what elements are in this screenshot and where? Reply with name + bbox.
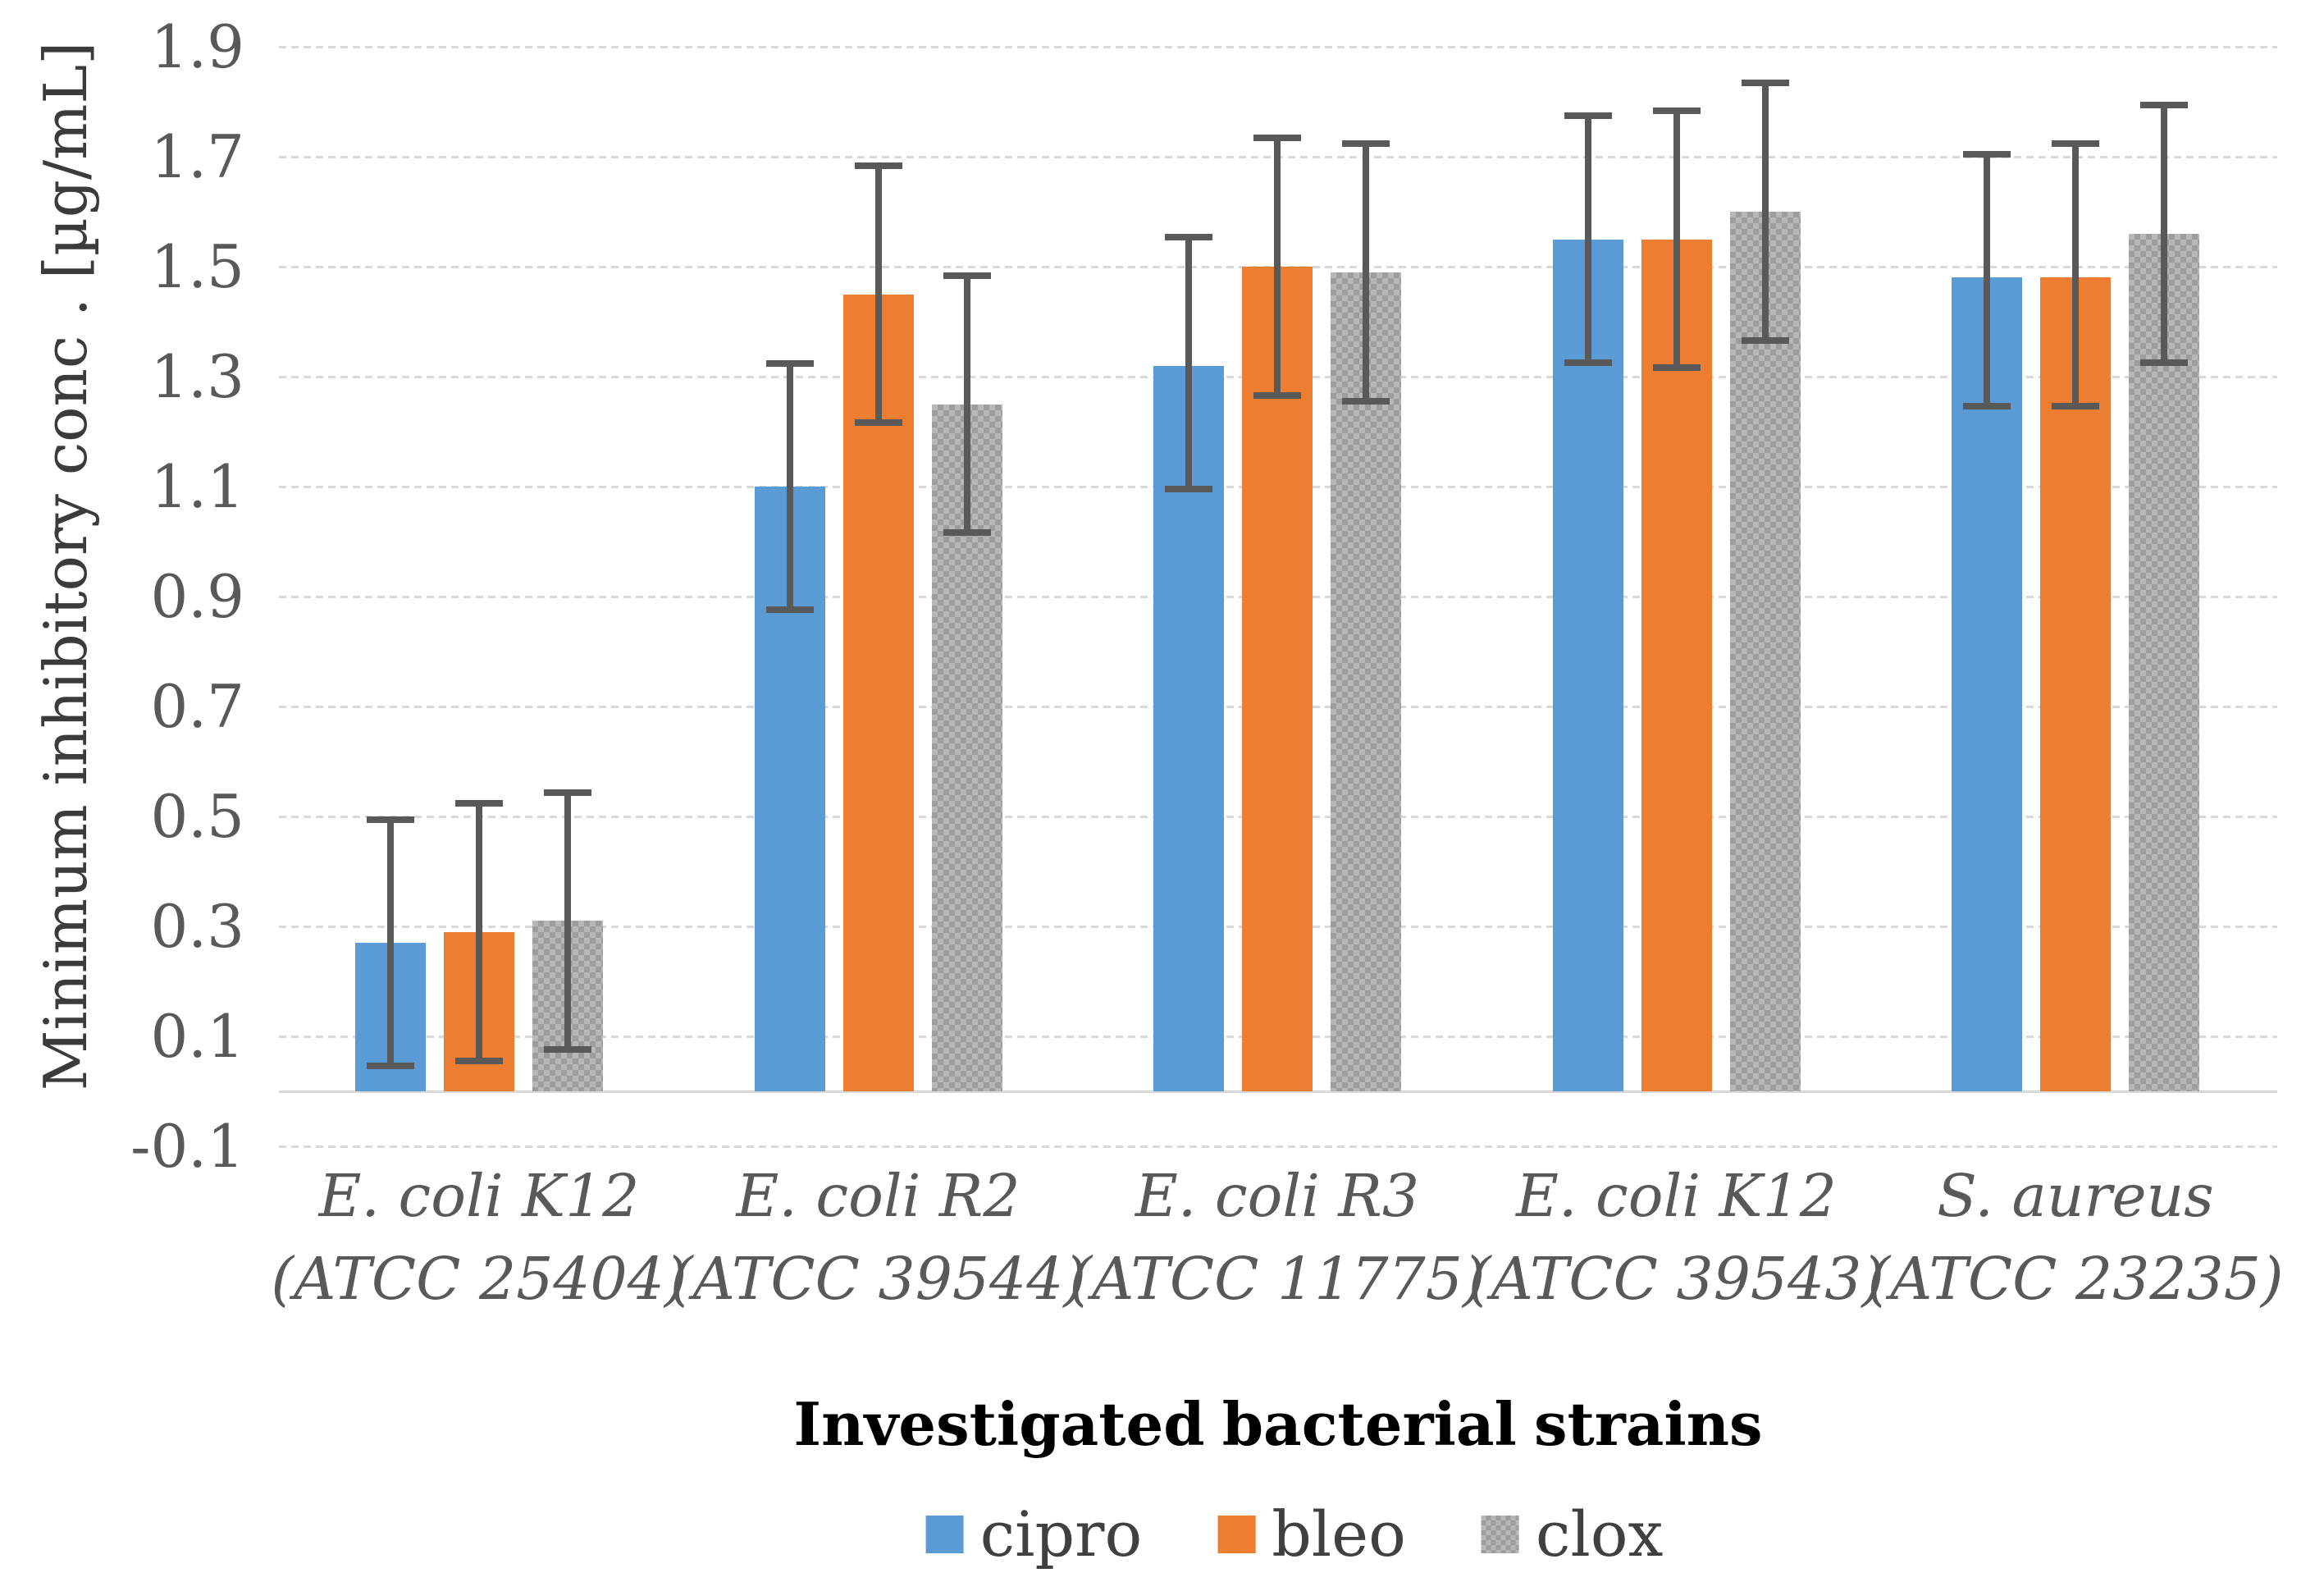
- error-cap-top-clox-3: [1741, 80, 1789, 87]
- error-cap-bottom-cipro-2: [1165, 485, 1212, 492]
- bar-clox-2: [1331, 272, 1401, 1091]
- error-cap-bottom-clox-4: [2140, 359, 2188, 366]
- legend-item-cipro: cipro: [925, 1497, 1143, 1571]
- legend-label-bleo: bleo: [1272, 1497, 1406, 1571]
- error-cap-top-bleo-1: [854, 162, 902, 169]
- error-cap-top-clox-4: [2140, 102, 2188, 108]
- category-label-line2: (ATCC 39544): [669, 1244, 1087, 1313]
- legend-swatch-bleo: [1217, 1516, 1256, 1553]
- category-label-line1: E. coli R2: [736, 1162, 1020, 1230]
- error-cap-top-clox-2: [1342, 139, 1390, 147]
- error-cap-bottom-cipro-0: [367, 1063, 414, 1070]
- error-bar-bleo-2: [1274, 135, 1281, 399]
- x-axis-title: Investigated bacterial strains: [793, 1389, 1763, 1459]
- error-bar-clox-2: [1363, 139, 1369, 405]
- legend-label-cipro: cipro: [979, 1497, 1143, 1571]
- legend-swatch-clox: [1481, 1516, 1519, 1553]
- error-bar-cipro-1: [786, 359, 793, 614]
- bar-bleo-2: [1242, 267, 1313, 1091]
- y-tick-label: 0.7: [150, 672, 244, 741]
- bar-bleo-4: [2040, 277, 2111, 1091]
- error-bar-bleo-0: [476, 799, 482, 1064]
- error-cap-bottom-clox-0: [544, 1046, 591, 1054]
- error-bar-bleo-4: [2072, 139, 2079, 410]
- bar-cipro-4: [1952, 277, 2022, 1091]
- category-label-3: E. coli K12 (ATCC 39543): [1463, 1155, 1890, 1321]
- bar-clox-4: [2129, 233, 2199, 1091]
- error-cap-bottom-bleo-3: [1652, 364, 1701, 372]
- category-label-line1: E. coli R3: [1135, 1162, 1420, 1230]
- error-bar-clox-0: [564, 789, 571, 1054]
- gridline--0.1: [279, 1145, 2277, 1148]
- bar-clox-3: [1729, 212, 1801, 1091]
- error-bar-cipro-0: [387, 816, 394, 1070]
- y-tick-label: 1.7: [150, 122, 244, 191]
- bar-cipro-3: [1552, 239, 1623, 1091]
- legend: cipro bleo clox: [925, 1497, 1664, 1571]
- error-cap-bottom-bleo-0: [455, 1057, 503, 1064]
- error-cap-top-cipro-4: [1963, 151, 2011, 158]
- legend-item-bleo: bleo: [1217, 1503, 1406, 1566]
- error-bar-bleo-1: [874, 162, 882, 427]
- bar-bleo-3: [1641, 239, 1712, 1091]
- error-cap-top-clox-0: [544, 789, 591, 796]
- error-cap-bottom-clox-3: [1741, 336, 1789, 344]
- error-cap-bottom-cipro-1: [765, 606, 814, 614]
- category-label-2: E. coli R3 (ATCC 11775): [1064, 1155, 1491, 1321]
- category-label-line1: E. coli K12: [1516, 1162, 1837, 1230]
- error-cap-top-cipro-2: [1165, 233, 1212, 240]
- error-bar-cipro-2: [1185, 233, 1192, 492]
- error-cap-bottom-cipro-4: [1963, 403, 2011, 410]
- legend-swatch-cipro: [925, 1516, 964, 1553]
- error-bar-clox-1: [963, 272, 970, 537]
- error-cap-bottom-bleo-2: [1253, 391, 1301, 399]
- y-tick-label: -0.1: [130, 1112, 244, 1181]
- legend-label-clox: clox: [1535, 1497, 1664, 1571]
- category-label-line2: (ATCC 39543): [1468, 1244, 1885, 1313]
- error-cap-top-bleo-4: [2052, 139, 2099, 147]
- error-bar-cipro-3: [1584, 112, 1591, 366]
- gridline-1.9: [279, 46, 2277, 48]
- error-cap-top-bleo-0: [455, 799, 503, 807]
- error-bar-clox-4: [2161, 102, 2167, 366]
- plot-area: [279, 46, 2277, 1148]
- error-bar-clox-3: [1761, 80, 1769, 344]
- category-label-line1: S. aureus: [1937, 1162, 2214, 1230]
- y-tick-label: 0.5: [150, 782, 244, 851]
- error-cap-top-cipro-1: [765, 359, 814, 367]
- legend-item-clox: clox: [1481, 1497, 1664, 1571]
- category-axis-line: [279, 1090, 2277, 1093]
- bar-clox-1: [931, 404, 1002, 1091]
- error-cap-top-clox-1: [943, 272, 991, 279]
- y-tick-label: 1.3: [150, 342, 244, 411]
- error-cap-bottom-clox-2: [1342, 397, 1390, 405]
- error-cap-top-cipro-0: [367, 816, 414, 823]
- category-label-4: S. aureus (ATCC 23235): [1862, 1155, 2289, 1321]
- category-label-line2: (ATCC 23235): [1867, 1244, 2284, 1313]
- error-cap-top-bleo-3: [1652, 107, 1701, 114]
- category-label-line2: (ATCC 11775): [1069, 1244, 1486, 1313]
- error-cap-bottom-clox-1: [943, 529, 991, 537]
- category-label-0: E. coli K12 (ATCC 25404): [266, 1155, 692, 1321]
- y-tick-label: 0.3: [150, 892, 244, 961]
- error-cap-top-bleo-2: [1253, 135, 1301, 142]
- bar-bleo-1: [842, 294, 914, 1091]
- error-cap-bottom-cipro-3: [1564, 359, 1612, 366]
- y-tick-label: 1.9: [150, 12, 244, 81]
- category-label-1: E. coli R2 (ATCC 39544): [665, 1155, 1092, 1321]
- y-tick-label: 1.1: [150, 452, 244, 521]
- error-cap-bottom-bleo-4: [2052, 403, 2099, 410]
- y-tick-label: 0.9: [150, 562, 244, 631]
- y-tick-label: 1.5: [150, 232, 244, 301]
- error-cap-bottom-bleo-1: [854, 419, 902, 427]
- category-label-line2: (ATCC 25404): [271, 1244, 687, 1313]
- error-bar-cipro-4: [1984, 151, 1990, 410]
- category-label-line1: E. coli K12: [318, 1162, 640, 1230]
- error-bar-bleo-3: [1673, 107, 1680, 372]
- y-tick-label: 0.1: [150, 1002, 244, 1071]
- error-cap-top-cipro-3: [1564, 112, 1612, 120]
